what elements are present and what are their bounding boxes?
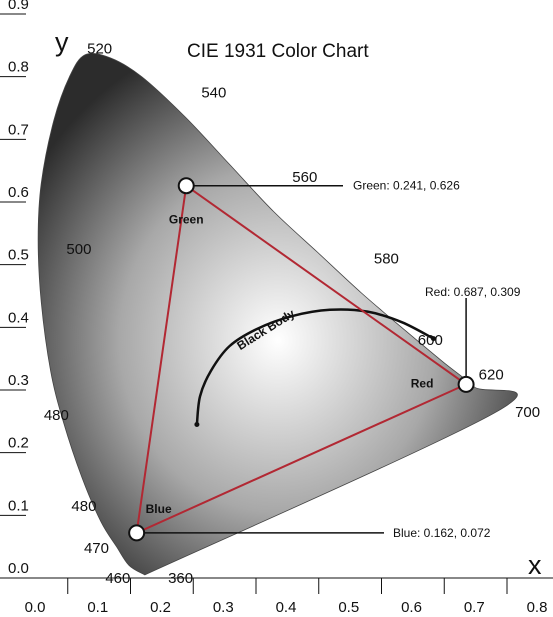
x-tick-label: 0.7 [464, 599, 485, 616]
wavelength-label: 480 [44, 407, 69, 424]
x-axis-label: x [528, 550, 542, 580]
x-tick-label: 0.5 [338, 599, 359, 616]
wavelength-label: 580 [374, 250, 399, 267]
green-vertex-label: Green [169, 213, 204, 227]
y-tick-label: 0.6 [8, 184, 29, 201]
red-callout-label: Red: 0.687, 0.309 [425, 285, 521, 299]
green-primary-point [177, 177, 195, 195]
wavelength-label: 470 [84, 540, 109, 557]
gamut-triangle [135, 183, 469, 535]
wavelength-label: 480 [71, 498, 96, 515]
y-tick-label: 0.0 [8, 560, 29, 577]
y-tick-label: 0.4 [8, 309, 29, 326]
y-tick-label: 0.5 [8, 247, 29, 264]
green-callout-label: Green: 0.241, 0.626 [353, 179, 460, 193]
y-tick-label: 0.3 [8, 372, 29, 389]
y-axis-label: y [55, 27, 69, 57]
wavelength-label: 500 [66, 241, 91, 258]
x-tick-label: 0.1 [87, 599, 108, 616]
red-primary-point [457, 375, 475, 393]
x-tick-label: 0.0 [25, 599, 46, 616]
blue-callout-label: Blue: 0.162, 0.072 [393, 526, 491, 540]
y-tick-label: 0.8 [8, 59, 29, 76]
y-tick-label: 0.1 [8, 497, 29, 514]
x-tick-label: 0.2 [150, 599, 171, 616]
wavelength-label: 360 [168, 570, 193, 587]
wavelength-label: 560 [292, 169, 317, 186]
blue-vertex-label: Blue [146, 502, 172, 516]
x-tick-label: 0.8 [527, 599, 548, 616]
spectral-locus-layer [37, 52, 518, 576]
y-tick-label: 0.9 [8, 0, 29, 13]
wavelength-label: 620 [479, 366, 504, 383]
label-layer: CIE 1931 Color Chart 520 540 560 580 600 620 70… [44, 40, 540, 587]
wavelength-label: 600 [418, 332, 443, 349]
wavelength-label: 520 [87, 40, 112, 57]
x-tick-label: 0.6 [401, 599, 422, 616]
x-tick-label: 0.3 [213, 599, 234, 616]
black-body-curve [195, 308, 435, 425]
black-body-end-dot [430, 336, 436, 342]
gamut-layer: Red: 0.687, 0.309 Red Green: 0.241, 0.626 G… [128, 177, 521, 542]
chart-title: CIE 1931 Color Chart [187, 41, 369, 62]
red-vertex-label: Red [411, 376, 434, 390]
wavelength-label: 540 [201, 84, 226, 101]
blue-primary-point [128, 524, 146, 542]
y-tick-label: 0.2 [8, 435, 29, 452]
x-tick-label: 0.4 [276, 599, 297, 616]
wavelength-label: 460 [105, 570, 130, 587]
black-body-start-dot [194, 421, 200, 427]
wavelength-label: 700 [515, 404, 540, 421]
y-tick-label: 0.7 [8, 121, 29, 138]
spectral-locus [37, 52, 518, 576]
